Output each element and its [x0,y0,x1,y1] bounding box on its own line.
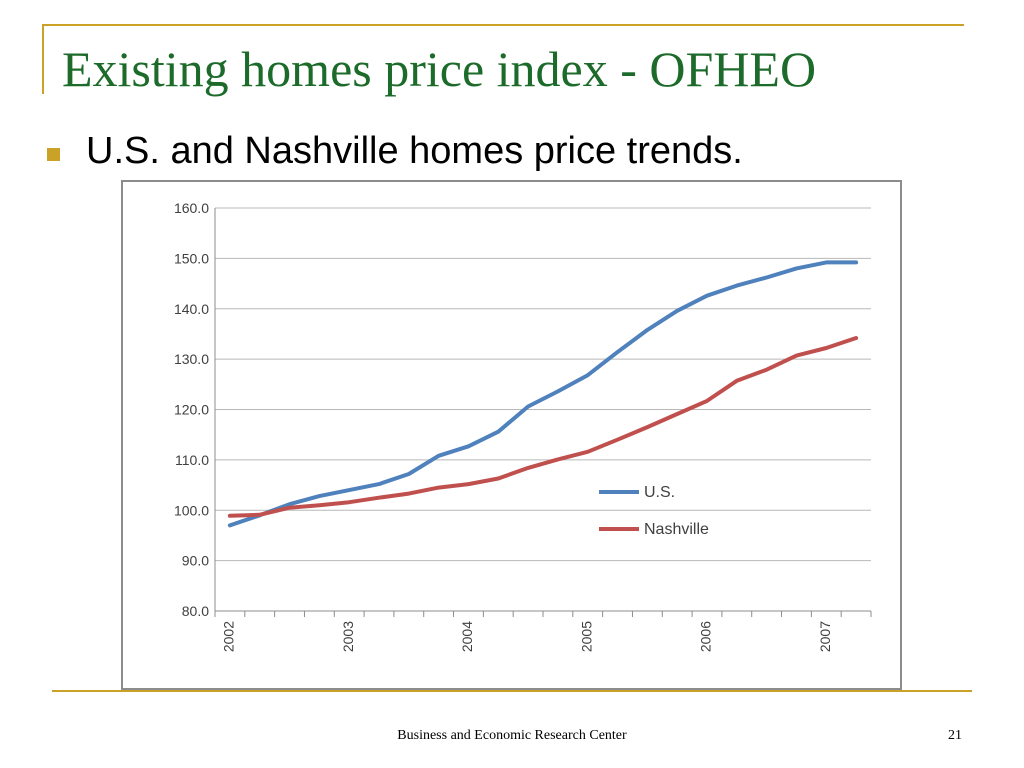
bullet-text: U.S. and Nashville homes price trends. [86,130,743,172]
y-tick-label: 80.0 [182,603,209,619]
x-tick-label: 2005 [578,621,594,652]
y-tick-label: 150.0 [174,250,209,266]
legend-label: U.S. [644,484,675,501]
y-tick-label: 90.0 [182,553,209,569]
x-tick-label: 2002 [221,621,237,652]
y-tick-label: 120.0 [174,402,209,418]
y-tick-label: 160.0 [174,200,209,216]
top-accent-line [42,24,964,26]
series-line-nashville [227,336,859,518]
slide-title: Existing homes price index - OFHEO [62,41,817,97]
x-tick-label: 2007 [817,621,833,652]
x-tick-label: 2006 [698,621,714,652]
left-accent-line [42,24,44,94]
series-line-us [227,260,859,528]
page-number: 21 [948,728,962,743]
x-tick-label: 2004 [459,621,475,652]
y-tick-label: 100.0 [174,502,209,518]
legend-label: Nashville [644,521,709,538]
y-tick-label: 130.0 [174,351,209,367]
chart-svg: 80.0 90.0 100.0 110.0 120.0 130.0 140.0 150.0 16… [174,200,872,652]
bottom-accent-line [52,690,972,692]
footer-text: Business and Economic Research Center [397,728,627,743]
x-tick-label: 2003 [340,621,356,652]
line-chart: 80.0 90.0 100.0 110.0 120.0 130.0 140.0 150.0 16… [121,180,902,690]
y-tick-label: 110.0 [175,452,209,468]
bullet-square-icon [47,148,60,161]
y-tick-label: 140.0 [174,301,209,317]
